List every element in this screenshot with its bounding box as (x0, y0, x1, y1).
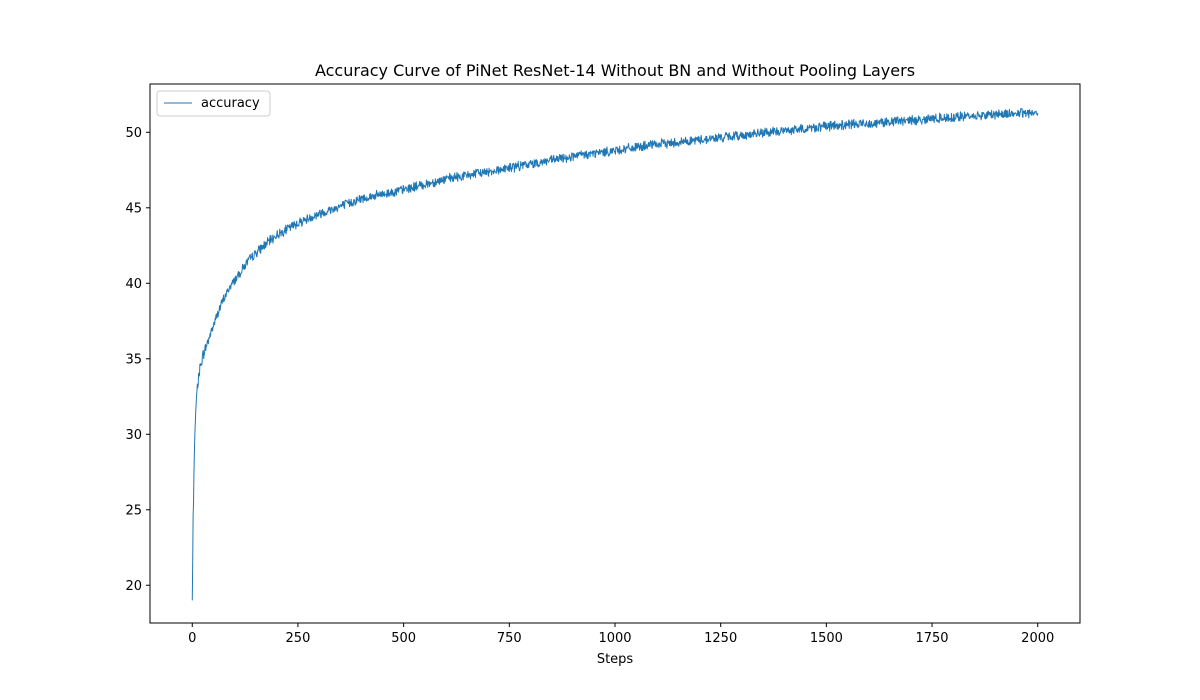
x-axis-label: Steps (597, 652, 634, 667)
legend: accuracy (156, 90, 271, 117)
x-tick-label: 250 (286, 631, 311, 646)
x-tick-label: 750 (497, 631, 522, 646)
y-tick-label: 35 (125, 352, 142, 367)
series-accuracy-line (191, 108, 1039, 601)
x-axis: 0 250 500 750 1000 1250 1500 1750 2000 (188, 623, 1054, 646)
x-tick-label: 1000 (598, 631, 631, 646)
y-tick-label: 40 (125, 277, 142, 292)
y-tick-label: 50 (125, 126, 142, 141)
x-tick-label: 1750 (915, 631, 948, 646)
y-axis: 20 25 30 35 40 45 50 (125, 126, 150, 594)
x-tick-label: 2000 (1021, 631, 1054, 646)
x-tick-label: 0 (188, 631, 196, 646)
y-tick-label: 20 (125, 579, 142, 594)
x-tick-label: 1250 (704, 631, 737, 646)
chart-title: Accuracy Curve of PiNet ResNet-14 Withou… (315, 61, 915, 80)
legend-box (156, 90, 271, 117)
legend-label-accuracy: accuracy (201, 96, 260, 111)
y-tick-label: 30 (125, 428, 142, 443)
plot-area (191, 108, 1039, 601)
y-tick-label: 25 (125, 503, 142, 518)
y-tick-label: 45 (125, 201, 142, 216)
x-tick-label: 1500 (810, 631, 843, 646)
x-tick-label: 500 (391, 631, 416, 646)
